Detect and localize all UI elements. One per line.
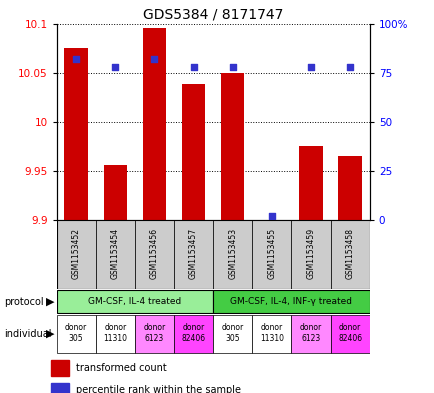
Bar: [291, 220, 330, 289]
Bar: [181, 84, 205, 220]
Text: donor
6123: donor 6123: [299, 323, 322, 343]
Bar: [135, 220, 174, 289]
Bar: [213, 220, 252, 289]
Bar: [174, 220, 213, 289]
Point: [268, 213, 275, 219]
Bar: [142, 28, 166, 220]
Text: ▶: ▶: [46, 329, 54, 339]
Point: [346, 64, 353, 70]
Text: donor
305: donor 305: [221, 323, 243, 343]
Text: GSM1153458: GSM1153458: [345, 228, 354, 279]
Bar: [56, 220, 95, 289]
Text: percentile rank within the sample: percentile rank within the sample: [76, 386, 240, 393]
Point: [307, 64, 314, 70]
Bar: [56, 315, 95, 353]
Bar: [51, 360, 69, 376]
Text: donor
11310: donor 11310: [259, 323, 283, 343]
Text: GSM1153455: GSM1153455: [267, 228, 276, 279]
Bar: [56, 290, 213, 313]
Bar: [291, 315, 330, 353]
Text: GM-CSF, IL-4, INF-γ treated: GM-CSF, IL-4, INF-γ treated: [230, 297, 352, 306]
Text: GSM1153452: GSM1153452: [72, 228, 80, 279]
Point: [112, 64, 118, 70]
Text: GM-CSF, IL-4 treated: GM-CSF, IL-4 treated: [88, 297, 181, 306]
Bar: [213, 290, 369, 313]
Bar: [252, 220, 291, 289]
Bar: [135, 315, 174, 353]
Point: [229, 64, 236, 70]
Bar: [95, 315, 135, 353]
Text: GSM1153453: GSM1153453: [228, 228, 237, 279]
Text: donor
305: donor 305: [65, 323, 87, 343]
Bar: [95, 220, 135, 289]
Text: donor
6123: donor 6123: [143, 323, 165, 343]
Bar: [64, 48, 88, 220]
Bar: [174, 315, 213, 353]
Text: GSM1153456: GSM1153456: [150, 228, 158, 279]
Bar: [51, 383, 69, 393]
Point: [190, 64, 197, 70]
Bar: [252, 315, 291, 353]
Title: GDS5384 / 8171747: GDS5384 / 8171747: [143, 7, 283, 21]
Text: donor
82406: donor 82406: [181, 323, 205, 343]
Text: donor
11310: donor 11310: [103, 323, 127, 343]
Bar: [220, 73, 244, 220]
Bar: [213, 315, 252, 353]
Bar: [103, 165, 127, 220]
Bar: [338, 156, 361, 220]
Bar: [299, 147, 322, 220]
Bar: [330, 315, 369, 353]
Point: [72, 56, 79, 62]
Text: GSM1153457: GSM1153457: [189, 228, 197, 279]
Bar: [330, 220, 369, 289]
Point: [151, 56, 158, 62]
Text: protocol: protocol: [4, 297, 44, 307]
Text: individual: individual: [4, 329, 52, 339]
Text: transformed count: transformed count: [76, 363, 166, 373]
Text: ▶: ▶: [46, 297, 54, 307]
Text: GSM1153454: GSM1153454: [111, 228, 119, 279]
Text: donor
82406: donor 82406: [337, 323, 362, 343]
Text: GSM1153459: GSM1153459: [306, 228, 315, 279]
